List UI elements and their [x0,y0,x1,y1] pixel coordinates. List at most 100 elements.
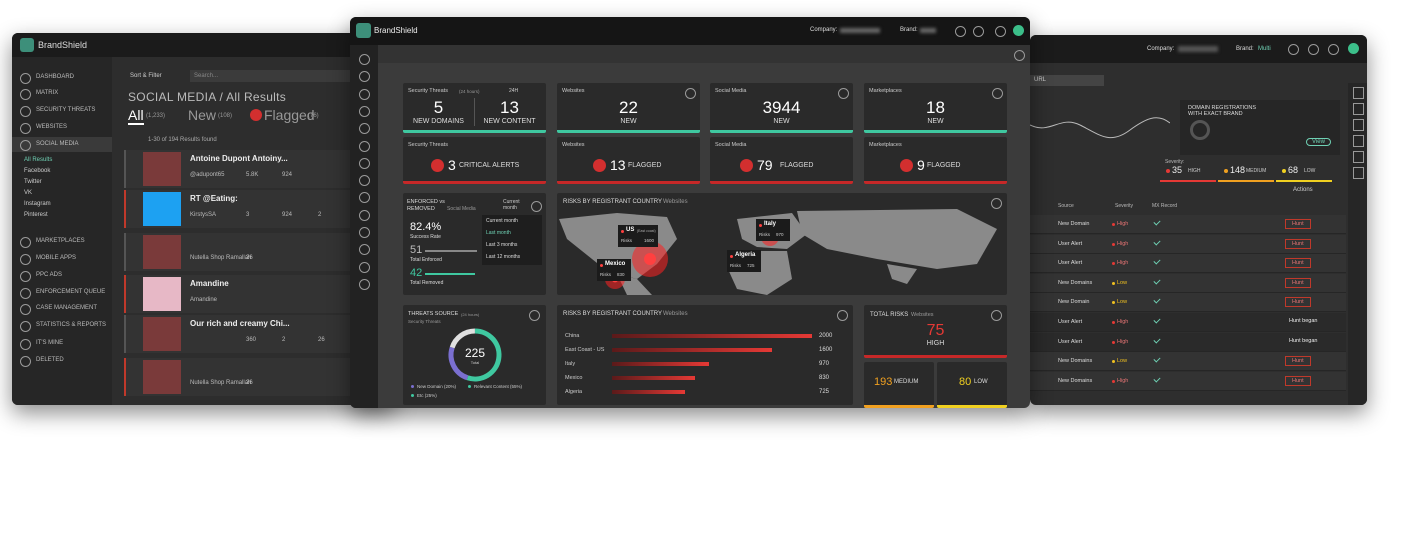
card-title: Marketplaces [869,142,902,148]
alert-icon [740,159,753,172]
threats-card: THREATS SOURCE (24 hours) Security Threats… [403,305,546,405]
table-row [1030,352,1346,372]
removed-value: 42 [410,267,423,279]
severity-dot [1112,281,1115,285]
nav-item[interactable]: DELETED [36,357,64,363]
stat-card: Marketplaces 18 NEW [864,83,1007,133]
hunt-button[interactable]: Hunt began [1289,318,1318,324]
dropdown-option[interactable]: Last 3 months [486,242,518,248]
icon [837,310,848,321]
hunt-button[interactable]: Hunt [1285,356,1311,367]
dropdown-option[interactable]: Last 12 months [486,254,521,260]
card-label: NEW [620,118,637,125]
brand-label: Brand: [1236,46,1254,52]
bar-category: China [565,333,580,339]
stat-card: Security Threats (24 hours) 24H 5 NEW DOMAIN… [403,83,546,133]
pin-name: Mexico [605,261,626,267]
logo [20,38,34,52]
card-sub: Websites [663,199,688,205]
post-stat: 924 [282,172,293,178]
high-value: 75 [926,322,945,339]
row-source: New Domains [1058,279,1093,286]
nav-item[interactable]: CASE MANAGEMENT [36,305,98,311]
icon [1353,87,1364,99]
pin-risks: Risks [621,238,632,243]
nav-item[interactable]: SOCIAL MEDIA [36,141,79,147]
nav-item[interactable]: WEBSITES [36,124,68,130]
nav-item[interactable]: DASHBOARD [36,74,75,80]
removed-bar [425,273,475,275]
nav-item[interactable]: PPC ADS [36,272,63,278]
actions[interactable]: Actions [1293,187,1313,193]
rate: 82.4% [410,221,442,233]
nav-item[interactable]: MARKETPLACES [36,238,85,244]
tab[interactable]: All [128,107,144,125]
row-severity: Low [1117,358,1128,365]
sub-item[interactable]: Twitter [24,179,42,185]
card-value: 22 [619,98,638,117]
pin-box [756,219,790,241]
period[interactable]: Current month [503,199,520,211]
row-source: User Alert [1058,319,1083,325]
card-value: 5 [433,98,444,117]
donut-segment [448,346,469,381]
post-user: Nutella Shop Ramallah [190,380,252,386]
post-title: RT @Eating: [190,194,238,203]
tab[interactable]: New [188,107,217,123]
filter[interactable]: URL [1030,75,1104,86]
company-blur [840,28,880,33]
icon [359,209,370,221]
hunt-button[interactable]: Hunt [1285,219,1311,229]
dropdown-option[interactable]: Last month [486,230,511,236]
sub-item[interactable]: Pinterest [24,212,48,218]
row-source: New Domains [1058,377,1093,384]
nav-item[interactable]: SECURITY THREATS [36,107,96,113]
icon [1328,44,1339,55]
icon [531,201,542,212]
severity-dot [1282,169,1286,173]
top-bar [350,17,1030,45]
card-sub: (24 hours) [459,89,480,94]
nav-item[interactable]: IT'S MINE [36,340,64,346]
nav-item[interactable]: MATRIX [36,90,59,96]
sub-item[interactable]: Facebook [24,168,51,174]
severity-dot [1112,360,1115,364]
filter[interactable]: Sort & Filter [130,73,162,79]
nav-item[interactable]: ENFORCEMENT QUEUE [36,289,106,295]
severity-value: 35 [1172,165,1183,175]
search[interactable]: Search... [190,70,394,82]
card-title: Security Threats [408,88,448,94]
icon [20,271,31,282]
period[interactable]: 24H [509,88,519,94]
risk-card: 193 MEDIUM [864,362,934,408]
risk-card: 80 LOW [937,362,1007,408]
sub-item[interactable]: Instagram [24,201,51,207]
row-source: New Domain [1058,221,1090,227]
severity-dot [1112,340,1115,344]
tab[interactable]: Flagged [264,107,315,123]
hunt-button[interactable]: Hunt began [1289,337,1318,344]
nav-item[interactable]: MOBILE APPS [36,255,77,261]
hunt-button[interactable]: Hunt [1285,375,1311,386]
severity-name: HIGH [1188,168,1201,174]
hunt-button[interactable]: Hunt [1285,258,1311,269]
hunt-button[interactable]: Hunt [1285,297,1311,308]
view-button[interactable]: View [1306,138,1331,146]
icon [838,88,849,99]
sub-item[interactable]: VK [24,190,33,196]
post-stat: 26 [246,255,253,261]
card-sub: Websites [663,311,688,317]
bar-category: Mexico [565,375,583,381]
icon [359,261,370,273]
nav-item[interactable]: STATISTICS & REPORTS [36,322,107,328]
stat-card: Websites 22 NEW [557,83,700,133]
hunt-button[interactable]: Hunt [1285,238,1311,249]
icon [20,237,31,248]
sub-item[interactable]: All Results [24,157,53,163]
hunt-button[interactable]: Hunt [1285,277,1311,288]
dropdown-option[interactable]: Current month [486,218,518,224]
severity-underline [1160,180,1216,182]
row-severity: High [1117,240,1129,247]
thumbnail [143,277,181,311]
legend-dot [411,394,414,397]
